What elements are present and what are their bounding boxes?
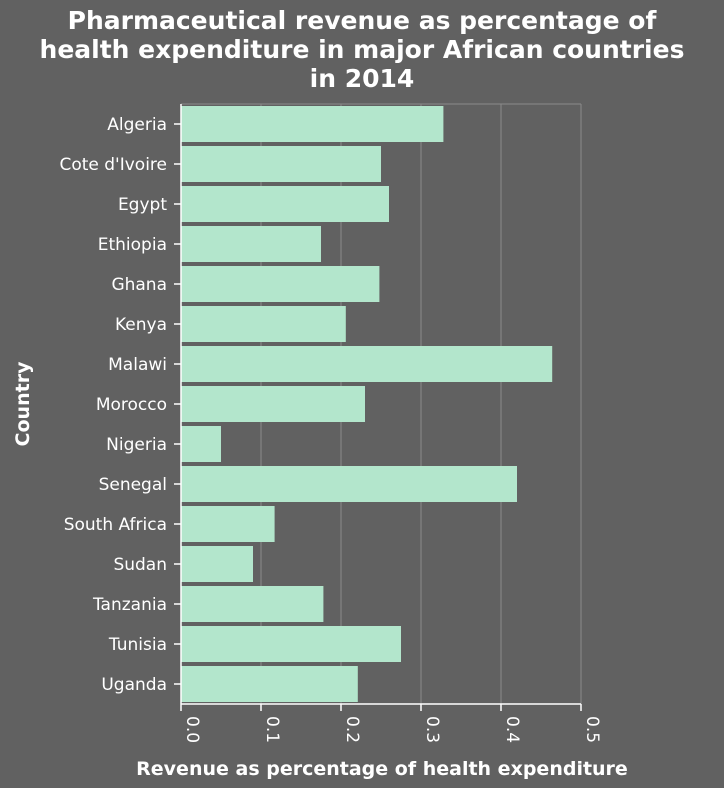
x-tick-labels: 0.0 0.1 0.2 0.3 0.4 0.5 — [182, 716, 602, 743]
y-tick-label: Tanzania — [92, 595, 167, 615]
x-tick-label: 0.2 — [342, 716, 362, 743]
chart-title: Pharmaceutical revenue as percentage of … — [0, 6, 724, 93]
x-tick-label: 0.5 — [582, 716, 602, 743]
y-tick-label: Uganda — [101, 675, 167, 695]
y-tick-label: Algeria — [107, 115, 167, 135]
y-tick-label: Ghana — [111, 275, 167, 295]
chart-title-line-1: Pharmaceutical revenue as percentage of — [67, 6, 657, 35]
x-tick-label: 0.3 — [422, 716, 442, 743]
bar — [181, 626, 401, 662]
chart-title-line-2: health expenditure in major African coun… — [39, 35, 685, 64]
bar — [181, 506, 275, 542]
bar — [181, 666, 358, 702]
y-tick-label: Kenya — [115, 315, 167, 335]
y-tick-label: Tunisia — [108, 635, 167, 655]
y-tick-label: Nigeria — [106, 435, 167, 455]
y-tick-labels: Algeria Cote d'Ivoire Egypt Ethiopia Ghana Ke… — [59, 115, 167, 695]
y-tick-label: Malawi — [108, 355, 167, 375]
y-tick-label: Egypt — [118, 195, 167, 215]
bar — [181, 386, 365, 422]
x-tick-label: 0.0 — [182, 716, 202, 743]
y-tick-label: Morocco — [96, 395, 167, 415]
y-tick-label: Senegal — [99, 475, 167, 495]
bar — [181, 346, 553, 382]
x-axis-title: Revenue as percentage of health expendit… — [136, 758, 628, 780]
bar — [181, 226, 321, 262]
x-tick-label: 0.1 — [262, 716, 282, 743]
bar — [181, 546, 253, 582]
axes — [174, 104, 582, 711]
bar — [181, 306, 346, 342]
bar — [181, 146, 381, 182]
y-tick-label: South Africa — [64, 515, 167, 535]
chart-title-line-3: in 2014 — [309, 64, 415, 93]
bar — [181, 106, 444, 142]
y-tick-label: Cote d'Ivoire — [59, 155, 167, 175]
y-tick-label: Sudan — [113, 555, 167, 575]
y-tick-label: Ethiopia — [98, 235, 167, 255]
bar — [181, 186, 389, 222]
bar — [181, 586, 324, 622]
bars — [181, 106, 553, 702]
x-tick-label: 0.4 — [502, 716, 522, 743]
bar — [181, 426, 221, 462]
bar — [181, 466, 517, 502]
y-axis-title: Country — [12, 361, 34, 447]
bar — [181, 266, 380, 302]
